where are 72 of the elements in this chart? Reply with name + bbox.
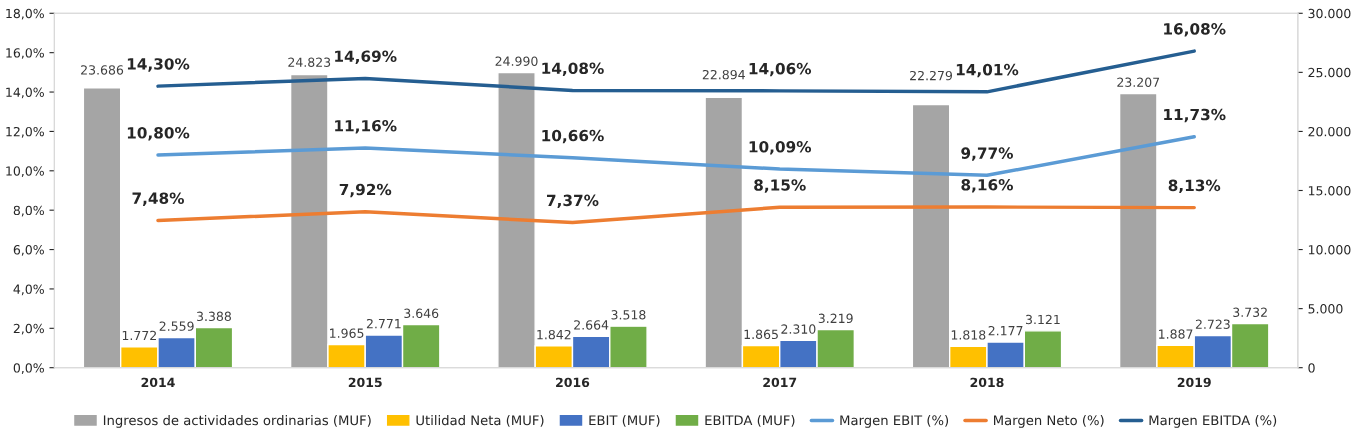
data-label: 23.686 bbox=[81, 65, 124, 75]
y-tick-label: 12,0% bbox=[6, 126, 44, 138]
y-tick-label: 14,0% bbox=[6, 87, 44, 99]
y-tick-label: 2,0% bbox=[13, 323, 44, 335]
data-label: 14,30% bbox=[127, 58, 190, 72]
data-label: 8,15% bbox=[754, 179, 806, 193]
data-label: 7,48% bbox=[132, 192, 184, 206]
data-label: 14,06% bbox=[749, 62, 812, 77]
y2-tick-label: 30.000 bbox=[1308, 8, 1351, 19]
y2-tick-label: 25.000 bbox=[1308, 67, 1351, 78]
legend-label: EBITDA (MUF) bbox=[705, 415, 795, 427]
data-label: 2.771 bbox=[366, 318, 401, 329]
data-label: 2.177 bbox=[988, 325, 1023, 336]
data-label: 14,08% bbox=[542, 62, 604, 76]
data-label: 8,16% bbox=[961, 179, 1013, 193]
data-label: 10,80% bbox=[127, 127, 190, 141]
y-tick-label: 16,0% bbox=[6, 48, 44, 59]
data-label: 7,92% bbox=[339, 183, 392, 198]
data-label: 22.894 bbox=[702, 69, 745, 80]
y-tick-label: 4,0% bbox=[13, 284, 44, 296]
data-label: 7,37% bbox=[547, 194, 599, 209]
legend-label: EBIT (MUF) bbox=[589, 415, 660, 427]
data-label: 3.388 bbox=[197, 311, 231, 322]
data-label: 1.887 bbox=[1159, 329, 1193, 339]
x-tick-label: 2014 bbox=[141, 377, 175, 388]
data-label: 3.646 bbox=[404, 308, 439, 319]
data-label: 1.772 bbox=[122, 330, 156, 340]
data-label: 14,01% bbox=[956, 63, 1019, 78]
x-tick-label: 2018 bbox=[970, 377, 1004, 388]
data-label: 16,08% bbox=[1164, 23, 1226, 37]
y2-tick-label: 15.000 bbox=[1308, 185, 1351, 196]
x-tick-label: 2015 bbox=[348, 377, 382, 388]
y-tick-label: 8,0% bbox=[13, 205, 44, 217]
data-label: 3.219 bbox=[818, 313, 853, 324]
data-label: 2.559 bbox=[159, 321, 194, 331]
data-label: 2.310 bbox=[781, 324, 816, 334]
data-label: 9,77% bbox=[961, 147, 1013, 161]
data-label: 2.664 bbox=[574, 320, 609, 330]
y-tick-label: 0,0% bbox=[13, 363, 44, 374]
x-tick-label: 2017 bbox=[763, 377, 797, 388]
data-label: 2.723 bbox=[1195, 319, 1230, 329]
legend-label: Margen EBIT (%) bbox=[840, 415, 949, 428]
y-tick-label: 10,0% bbox=[6, 166, 44, 177]
data-label: 22.279 bbox=[910, 70, 953, 81]
data-label: 3.121 bbox=[1025, 314, 1060, 325]
data-label: 23.207 bbox=[1117, 77, 1160, 87]
x-tick-label: 2019 bbox=[1177, 377, 1211, 388]
legend-label: Ingresos de actividades ordinarias (MUF) bbox=[103, 415, 371, 428]
data-label: 1.865 bbox=[744, 329, 778, 340]
data-label: 10,09% bbox=[749, 141, 812, 155]
data-label: 14,69% bbox=[335, 50, 397, 64]
y2-tick-label: 10.000 bbox=[1308, 245, 1351, 255]
x-tick-label: 2016 bbox=[556, 377, 590, 388]
y2-tick-label: 5.000 bbox=[1308, 304, 1343, 314]
data-label: 1.818 bbox=[951, 330, 986, 340]
data-label: 10,66% bbox=[542, 129, 604, 144]
y-tick-label: 6,0% bbox=[13, 245, 44, 256]
y2-tick-label: 20.000 bbox=[1308, 126, 1351, 137]
y2-tick-label: 0 bbox=[1308, 363, 1315, 373]
legend-label: Margen Neto (%) bbox=[994, 415, 1104, 428]
data-label: 24.823 bbox=[288, 57, 331, 67]
data-label: 8,13% bbox=[1168, 179, 1221, 194]
data-label: 3.518 bbox=[611, 310, 646, 320]
data-label: 1.965 bbox=[330, 328, 364, 338]
y-tick-label: 18,0% bbox=[6, 8, 44, 20]
data-label: 11,73% bbox=[1164, 108, 1226, 123]
data-label: 11,16% bbox=[335, 119, 397, 134]
data-label: 24.990 bbox=[495, 56, 538, 66]
legend-label: Utilidad Neta (MUF) bbox=[416, 415, 544, 427]
legend-label: Margen EBITDA (%) bbox=[1149, 415, 1277, 428]
data-label: 1.842 bbox=[537, 329, 571, 340]
data-label: 3.732 bbox=[1233, 307, 1267, 318]
